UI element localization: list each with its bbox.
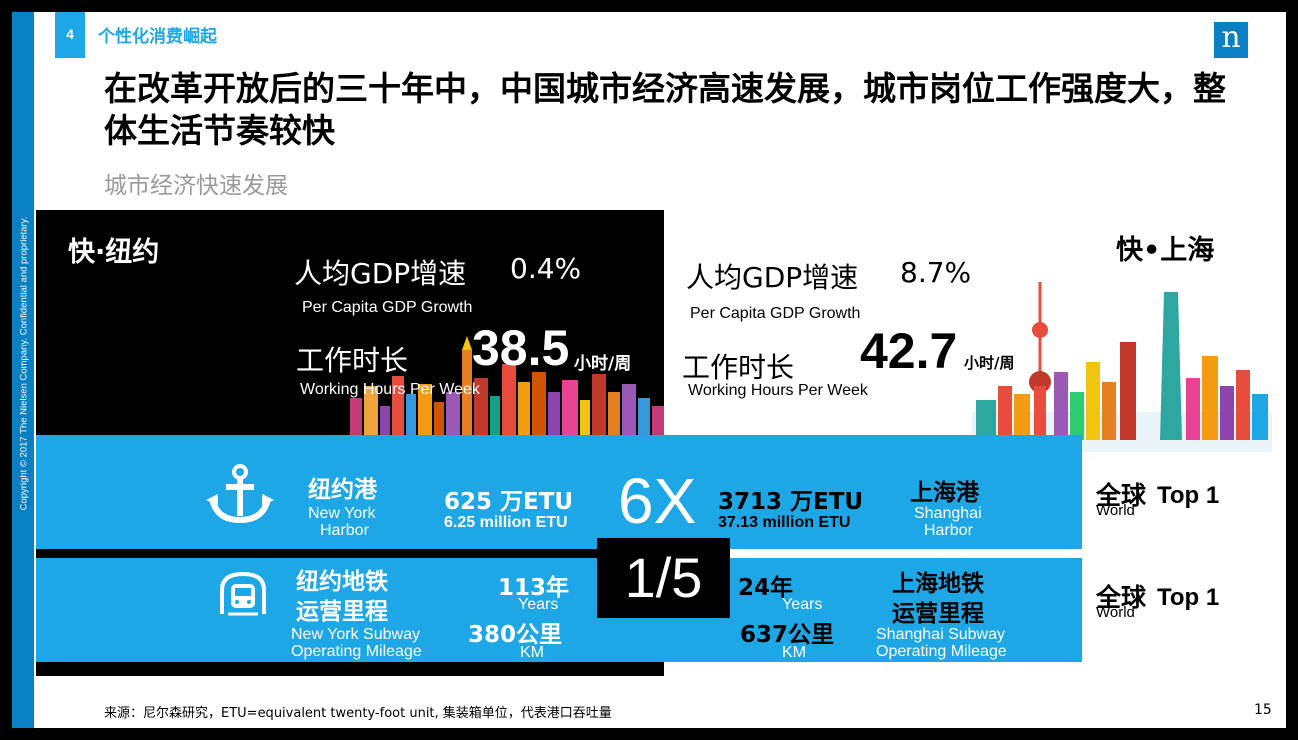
section-number: 4 [55, 12, 85, 58]
source-note: 来源：尼尔森研究，ETU=equivalent twenty-foot unit… [104, 706, 612, 721]
harbor-rank: Top 1 [1157, 482, 1220, 509]
ny-title: 快·纽约 [68, 237, 160, 268]
ny-subway-km-en: KM [520, 644, 544, 661]
headline: 在改革开放后的三十年中，中国城市经济高速发展，城市岗位工作强度大，整体生活节奏较… [104, 69, 1226, 150]
subtitle: 城市经济快速发展 [104, 173, 288, 199]
subway-train-icon [220, 572, 266, 616]
ny-harbor-value-en: 6.25 million ETU [444, 514, 568, 531]
sh-hours-unit: 小时/周 [964, 354, 1015, 372]
harbor-rank-label: 全球 [1096, 481, 1147, 510]
copyright-text: Copyright © 2017 The Nielsen Company. Co… [18, 216, 30, 511]
sh-gdp-label: 人均GDP增速 [686, 261, 859, 294]
subway-rank-label-en: World [1096, 604, 1135, 621]
section-title: 个性化消费崛起 [98, 27, 217, 47]
sh-subway-label-2: 运营里程 [892, 601, 984, 627]
ny-subway-years-en: Years [518, 596, 559, 613]
harbor-ratio: 6X [618, 465, 697, 537]
subway-band [36, 558, 1082, 662]
subway-rank-label: 全球 [1096, 583, 1147, 612]
subway-ratio: 1/5 [597, 538, 730, 618]
sh-harbor-value: 3713 万ETU [718, 489, 864, 515]
ny-gdp-label-en: Per Capita GDP Growth [302, 299, 473, 316]
sh-gdp-label-en: Per Capita GDP Growth [690, 305, 861, 322]
sh-subway-years: 24年 [738, 575, 794, 601]
subway-rank: Top 1 [1157, 584, 1220, 611]
harbor-band [36, 435, 1082, 549]
sh-subway-label-1: 上海地铁 [892, 571, 984, 597]
sh-subway-km: 637公里 [740, 622, 835, 648]
ny-subway-km: 380公里 [468, 622, 563, 648]
shanghai-skyline-illustration [972, 282, 1272, 452]
sh-harbor-label: 上海港 [910, 480, 979, 506]
ny-subway-label-1: 纽约地铁 [296, 569, 388, 595]
harbor-rank-label-en: World [1096, 502, 1135, 519]
ny-subway-label-2: 运营里程 [296, 599, 388, 625]
sh-hours-label-en: Working Hours Per Week [688, 382, 868, 399]
ny-subway-en-2: Operating Mileage [291, 643, 422, 660]
ny-harbor-en-1: New York [308, 505, 376, 522]
anchor-icon [206, 464, 274, 524]
ny-harbor-label: 纽约港 [308, 477, 377, 503]
ny-hours-unit: 小时/周 [574, 354, 632, 374]
sh-harbor-en-1: Shanghai [914, 505, 982, 522]
ny-gdp-label: 人均GDP增速 [294, 257, 467, 290]
new-york-skyline-illustration [350, 336, 664, 436]
sh-gdp-value: 8.7% [900, 256, 972, 289]
sh-subway-en-2: Operating Mileage [876, 643, 1007, 660]
left-bar: Copyright © 2017 The Nielsen Company. Co… [12, 12, 34, 728]
ny-harbor-en-2: Harbor [320, 522, 369, 539]
ny-subway-years: 113年 [498, 575, 570, 601]
ny-subway-en-1: New York Subway [291, 626, 420, 643]
sh-subway-en-1: Shanghai Subway [876, 626, 1005, 643]
sh-subway-years-en: Years [782, 596, 823, 613]
ny-harbor-value: 625 万ETU [444, 489, 574, 515]
sh-hours-value: 42.7 [860, 323, 958, 379]
ny-hours-label: 工作时长 [296, 344, 409, 377]
sh-harbor-en-2: Harbor [924, 522, 973, 539]
ny-gdp-value: 0.4% [510, 252, 582, 285]
sh-title: 快•上海 [1116, 235, 1215, 266]
ny-hours-value: 38.5 [472, 320, 570, 376]
slide: Copyright © 2017 The Nielsen Company. Co… [12, 12, 1286, 728]
sh-harbor-value-en: 37.13 million ETU [718, 514, 851, 531]
nielsen-logo: n [1214, 22, 1248, 58]
page-number: 15 [1254, 702, 1272, 718]
ny-hours-label-en: Working Hours Per Week [300, 381, 480, 398]
sh-subway-km-en: KM [782, 644, 806, 661]
sh-hours-label: 工作时长 [682, 351, 795, 384]
